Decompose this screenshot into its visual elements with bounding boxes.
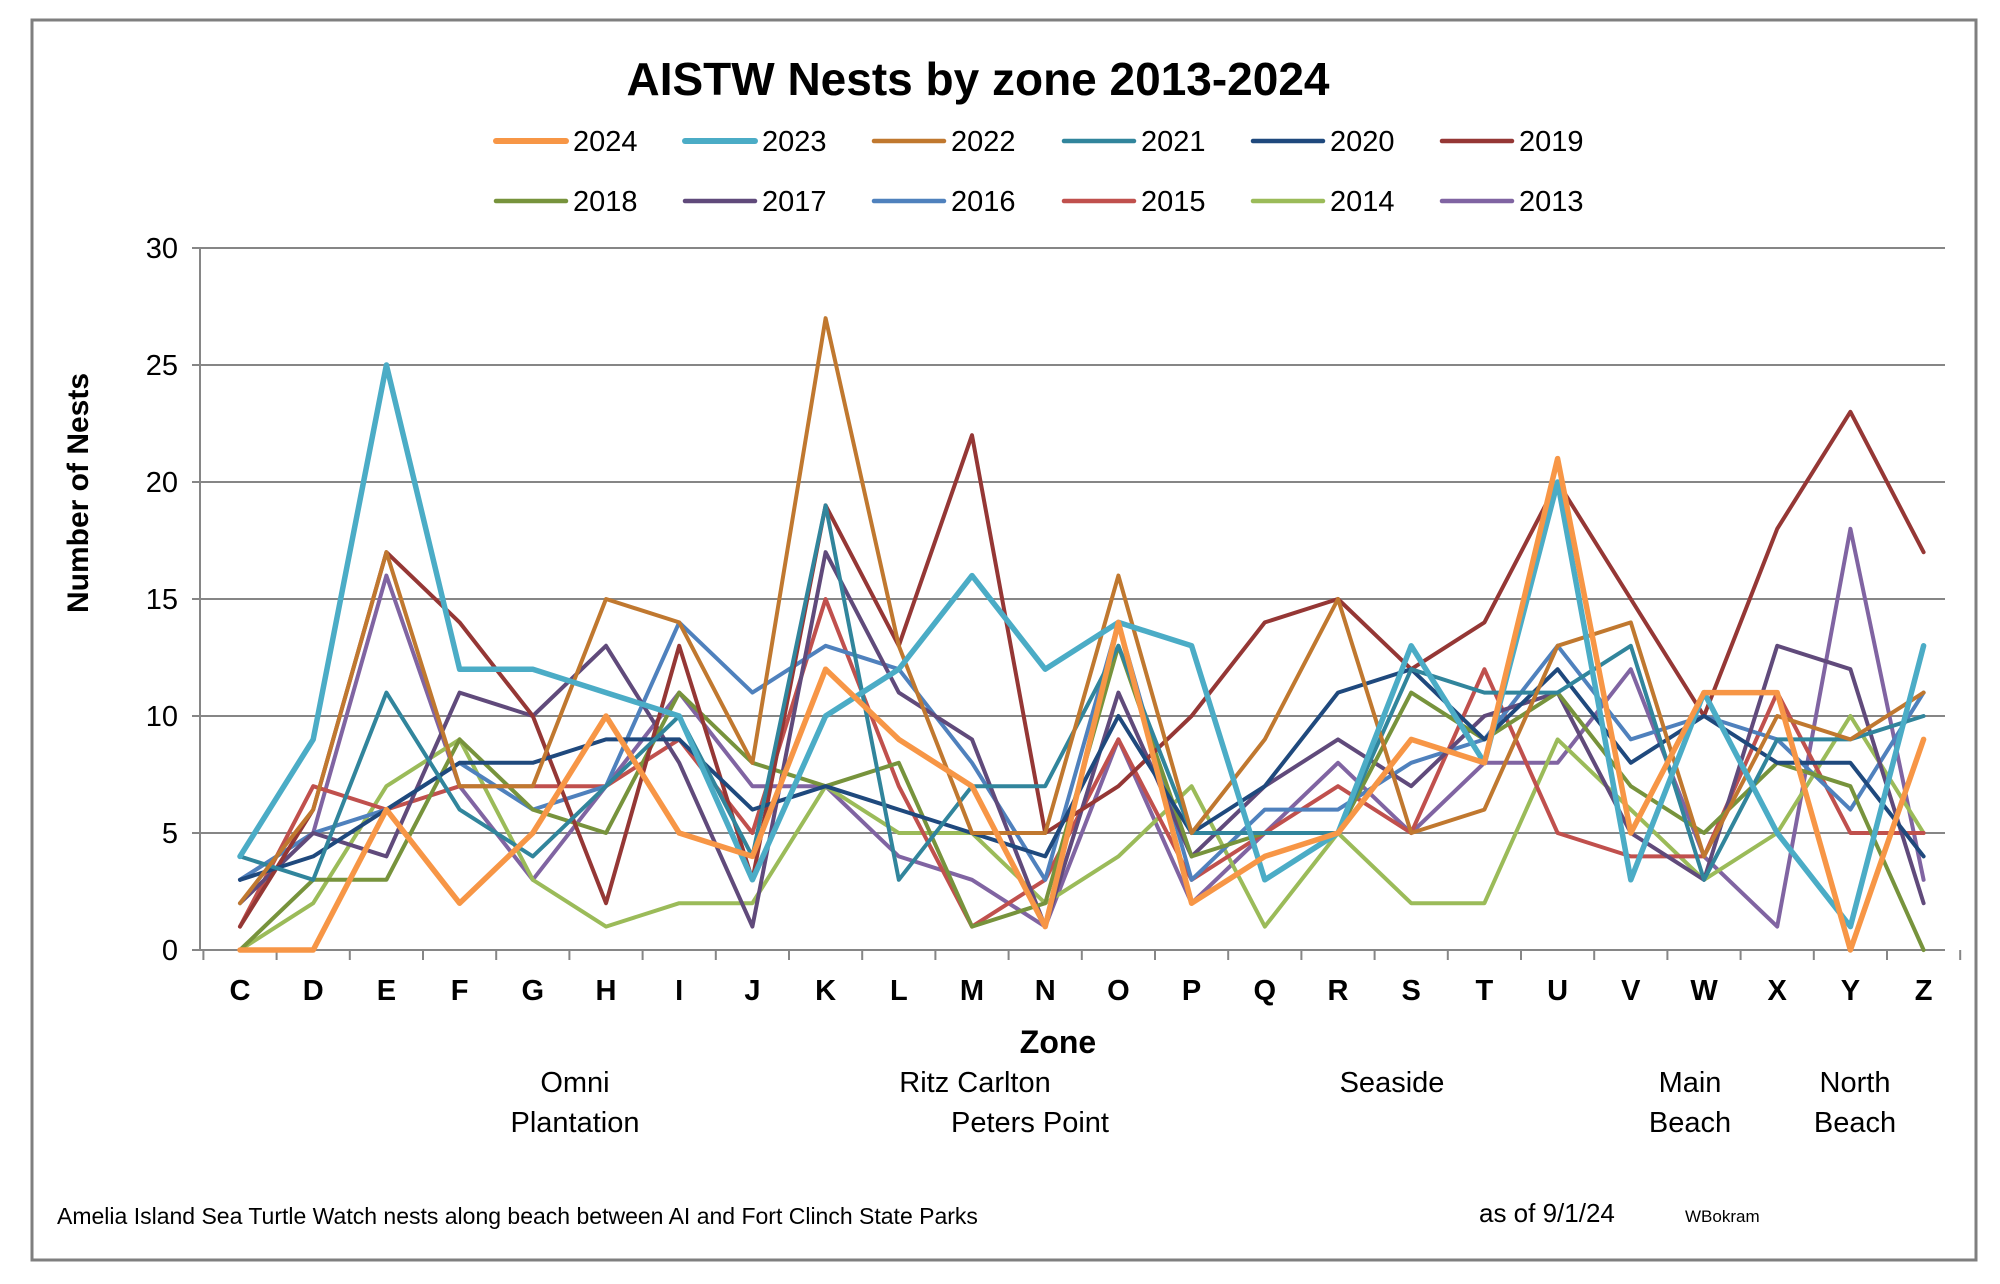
x-tick-label: N [1035, 975, 1056, 1007]
series-line-2024 [237, 455, 1927, 953]
x-tick-label: T [1476, 975, 1494, 1007]
x-tick-label: J [744, 975, 760, 1007]
legend-label-2021: 2021 [1141, 126, 1206, 158]
series-line-2022 [238, 316, 1926, 906]
beach-area-label: Beach [1649, 1107, 1731, 1139]
x-tick-label: Y [1841, 975, 1860, 1007]
series-line-2016 [238, 620, 1926, 882]
series-line-2013 [238, 526, 1926, 929]
beach-area-label: Ritz Carlton [899, 1067, 1051, 1099]
legend-label-2019: 2019 [1519, 126, 1584, 158]
x-tick-label: R [1328, 975, 1349, 1007]
legend-label-2015: 2015 [1141, 186, 1206, 218]
chart-border [30, 18, 1978, 1262]
x-tick-label: V [1621, 975, 1641, 1007]
x-tick-label: W [1690, 975, 1718, 1007]
x-tick-label: U [1547, 975, 1568, 1007]
beach-area-label: Omni [540, 1067, 609, 1099]
beach-area-label: Peters Point [951, 1107, 1109, 1139]
x-tick-label: H [596, 975, 617, 1007]
beach-area-label: Beach [1814, 1107, 1896, 1139]
legend-label-2013: 2013 [1519, 186, 1584, 218]
chart-title: AISTW Nests by zone 2013-2024 [626, 53, 1329, 105]
x-axis-label: Zone [1020, 1024, 1096, 1060]
footer-author: WBokram [1685, 1207, 1760, 1226]
beach-area-label: Plantation [511, 1107, 640, 1139]
beach-area-label: Main [1659, 1067, 1722, 1099]
legend: 2024 2023 2022 2021 2020 2019 2018 2017 2016 2015… [493, 126, 1584, 218]
series-line-2021 [238, 503, 1926, 882]
x-tick-marks [202, 950, 1962, 960]
legend-label-2024: 2024 [573, 126, 638, 158]
legend-label-2018: 2018 [573, 186, 638, 218]
series-line-2023 [237, 362, 1927, 930]
y-tick-labels: 0 5 10 15 20 25 30 [146, 233, 178, 967]
y-tick-label: 15 [146, 584, 178, 616]
x-tick-label: S [1402, 975, 1421, 1007]
x-tick-label: C [230, 975, 251, 1007]
x-tick-label: F [451, 975, 469, 1007]
beach-area-label: North [1820, 1067, 1891, 1099]
legend-label-2023: 2023 [762, 126, 827, 158]
x-tick-label: K [815, 975, 836, 1007]
x-tick-label: L [890, 975, 908, 1007]
beach-area-labels: Omni Plantation Ritz Carlton Peters Point Se… [511, 1067, 1897, 1139]
x-tick-label: E [377, 975, 396, 1007]
legend-label-2022: 2022 [951, 126, 1016, 158]
x-tick-label: D [303, 975, 324, 1007]
series-line-2019 [238, 409, 1926, 929]
y-tick-label: 10 [146, 701, 178, 733]
y-tick-label: 5 [162, 818, 178, 850]
legend-label-2016: 2016 [951, 186, 1016, 218]
x-tick-label: M [960, 975, 984, 1007]
x-tick-label: Q [1254, 975, 1277, 1007]
x-tick-label: P [1182, 975, 1201, 1007]
series-lines [237, 316, 1927, 953]
series-line-2014 [238, 714, 1926, 952]
legend-label-2017: 2017 [762, 186, 827, 218]
beach-area-label: Seaside [1340, 1067, 1445, 1099]
y-axis-label: Number of Nests [62, 373, 95, 613]
legend-label-2014: 2014 [1330, 186, 1395, 218]
y-tick-label: 0 [162, 935, 178, 967]
y-tick-label: 20 [146, 467, 178, 499]
x-tick-label: O [1107, 975, 1130, 1007]
y-tick-label: 30 [146, 233, 178, 265]
legend-label-2020: 2020 [1330, 126, 1395, 158]
footer-caption: Amelia Island Sea Turtle Watch nests alo… [57, 1203, 978, 1229]
footer-date: as of 9/1/24 [1479, 1198, 1615, 1228]
x-tick-labels: C D E F G H I J K L M N O P Q R S T U V W X Y Z [230, 975, 1933, 1007]
x-tick-label: G [522, 975, 545, 1007]
y-tick-label: 25 [146, 350, 178, 382]
x-tick-label: X [1768, 975, 1788, 1007]
x-tick-label: I [675, 975, 683, 1007]
x-tick-label: Z [1915, 975, 1933, 1007]
